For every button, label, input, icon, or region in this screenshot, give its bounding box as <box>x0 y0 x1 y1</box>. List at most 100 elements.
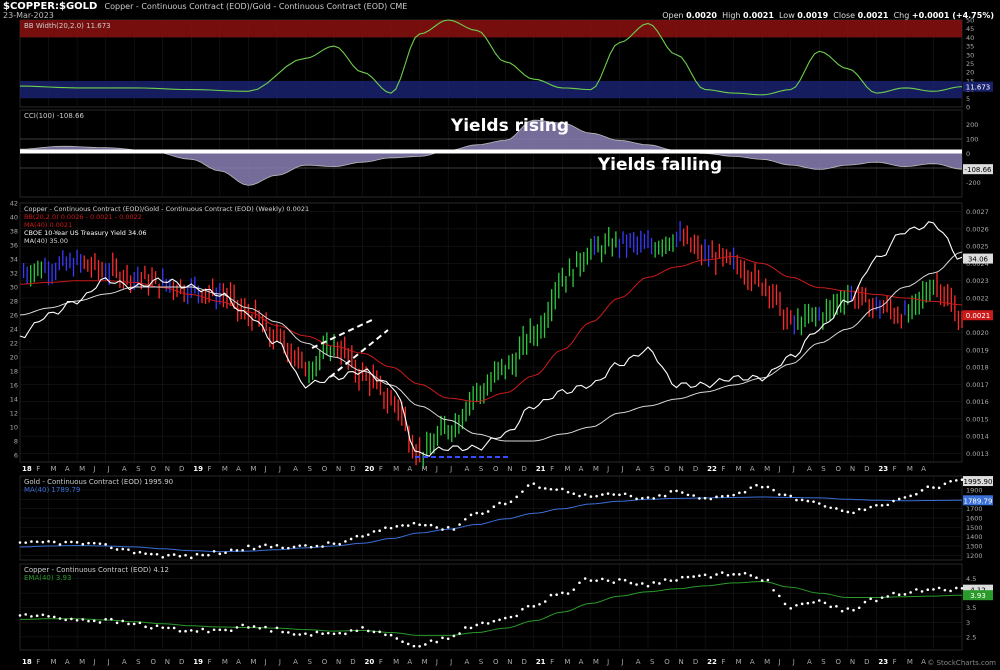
x-axis-label-bottom: J <box>107 658 110 666</box>
gold-dot <box>287 546 290 550</box>
gold-dot <box>932 486 935 489</box>
gold-dot <box>475 511 479 515</box>
copper-dot <box>835 604 838 608</box>
copper-dot <box>606 579 610 582</box>
copper-dot <box>817 599 821 602</box>
gold-dot <box>315 544 319 548</box>
gold-dot <box>772 488 775 492</box>
x-axis-label-main: J <box>264 465 267 473</box>
copper-dot <box>538 602 541 606</box>
ohlc-open-label: Open <box>662 11 684 20</box>
copper-ma-last: 3.93 <box>970 592 986 600</box>
x-axis-label-main: J <box>435 465 438 473</box>
gold-dot <box>441 528 444 531</box>
x-axis-label-main: O <box>493 465 499 473</box>
yield-tick: 20 <box>10 354 18 362</box>
copper-dot <box>669 579 673 582</box>
copper-dot <box>663 578 667 581</box>
gold-dot <box>800 498 804 502</box>
x-axis-label-bottom: 20 <box>365 658 375 666</box>
gold-ma-last: 1789.79 <box>964 497 993 505</box>
copper-dot <box>412 644 416 648</box>
x-axis-label-bottom: A <box>921 658 926 666</box>
gold-dot <box>87 541 90 545</box>
copper-dot <box>458 632 461 635</box>
bbwidth-tick: 0 <box>966 104 970 112</box>
x-axis-label-bottom: A <box>750 658 755 666</box>
x-axis-label-bottom: F <box>893 658 897 666</box>
gold-dot <box>509 500 513 504</box>
x-axis-label-main: D <box>693 465 698 473</box>
ratio-last-box <box>963 310 993 321</box>
gold-dot <box>401 524 404 527</box>
copper-dot <box>207 630 210 634</box>
copper-dot <box>87 619 90 623</box>
gold-dot <box>566 490 570 494</box>
x-axis-label-main: O <box>664 465 670 473</box>
x-axis-label-bottom: J <box>620 658 623 666</box>
x-axis-label-bottom: J <box>92 658 95 666</box>
gold-dot <box>326 541 330 544</box>
gold-dot <box>629 494 633 498</box>
copper-dot <box>743 571 747 575</box>
main-legend-item: MA(40) 0.0021 <box>24 221 72 229</box>
copper-dot <box>349 629 353 632</box>
copper-dot <box>840 609 844 613</box>
yield-tick: 24 <box>10 326 18 334</box>
gold-dot <box>680 491 684 494</box>
gold-dot <box>189 556 193 560</box>
copper-dot <box>132 622 136 626</box>
x-axis-label-bottom: J <box>278 658 281 666</box>
gold-dot <box>675 489 678 493</box>
gold-dot <box>464 517 467 521</box>
x-axis-label-bottom: O <box>836 658 842 666</box>
bbwidth-zone <box>20 80 962 99</box>
copper-dot <box>235 626 239 629</box>
copper-dot <box>915 588 918 591</box>
gold-dot <box>897 497 901 501</box>
copper-dot <box>755 576 758 580</box>
x-axis-label-main: A <box>236 465 241 473</box>
x-axis-label-main: A <box>407 465 412 473</box>
bbwidth-tick: 5 <box>966 95 970 103</box>
copper-dot <box>852 608 855 612</box>
gold-dot <box>161 555 165 559</box>
gold-dot <box>412 521 416 525</box>
x-axis-label-main: A <box>807 465 812 473</box>
gold-dot <box>875 503 878 507</box>
x-axis-label-main: F <box>550 465 554 473</box>
copper-dot <box>486 622 490 625</box>
yield-tick: 34 <box>10 256 18 264</box>
copper-dot <box>829 605 832 609</box>
gold-dot <box>115 548 119 551</box>
gold-dot <box>949 479 952 483</box>
x-axis-label-main: A <box>750 465 755 473</box>
gold-dot <box>332 542 336 545</box>
gold-dot <box>292 545 296 549</box>
x-axis-label-main: 22 <box>707 465 717 473</box>
x-axis-label-main: S <box>821 465 826 473</box>
copper-dot <box>446 637 450 641</box>
ratio-tick: 0.0013 <box>966 450 989 458</box>
gold-dot <box>435 526 439 529</box>
x-axis-label-bottom: A <box>122 658 127 666</box>
gold-dot <box>561 487 564 491</box>
copper-dot <box>880 596 884 599</box>
x-axis-label-main: S <box>650 465 655 473</box>
copper-dot <box>366 629 370 633</box>
x-axis-label-main: J <box>792 465 795 473</box>
copper-dot <box>167 626 170 630</box>
copper-dot <box>452 634 456 638</box>
copper-dot <box>304 632 307 635</box>
gold-dot <box>703 496 707 500</box>
copper-legend: Copper - Continuous Contract (EOD) 4.12 <box>24 566 169 574</box>
symbol: $COPPER:$GOLD <box>3 1 98 12</box>
x-axis-label-bottom: A <box>636 658 641 666</box>
x-axis-label-bottom: J <box>606 658 609 666</box>
copper-dot <box>287 631 290 634</box>
gold-dot <box>954 479 958 482</box>
x-axis-label-main: M <box>736 465 742 473</box>
x-axis-label-bottom: M <box>736 658 742 666</box>
yield-tick: 38 <box>10 228 18 236</box>
copper-dot <box>732 573 735 576</box>
